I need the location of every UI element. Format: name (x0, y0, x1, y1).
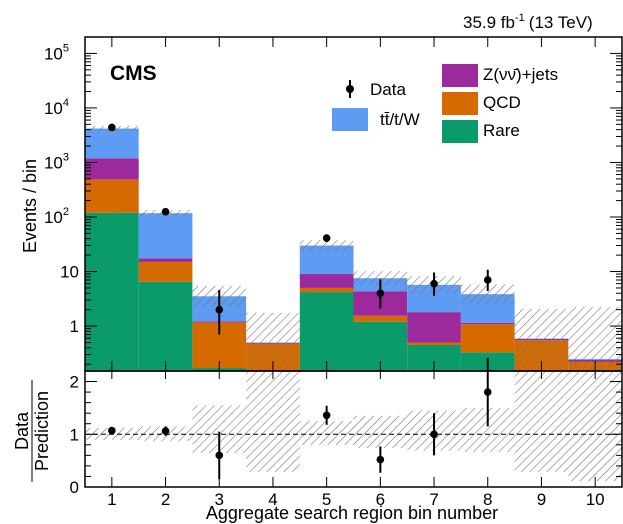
ratio-uncertainty-bin10 (568, 371, 622, 482)
ratio-point-bin6 (376, 455, 385, 464)
x-tick-label: 5 (322, 490, 331, 509)
legend-ttw: tt̄/t/W (332, 108, 420, 131)
ratio-point-bin7 (430, 430, 438, 439)
data-point-bin3 (215, 305, 224, 314)
uncertainty-band-bin8 (460, 284, 515, 304)
x-tick-label: 4 (268, 490, 277, 509)
legend-qcd: QCD (442, 92, 521, 115)
bar-zjets-bin1 (85, 158, 139, 180)
y-tick-label: 10 (60, 263, 79, 282)
x-tick-label: 1 (107, 490, 116, 509)
legend: Data tt̄/t/W Z(νν̄)+jets QCD Rare (332, 64, 558, 143)
y-tick-label: 105 (44, 42, 69, 63)
bar-qcd-bin1 (85, 179, 139, 213)
legend-rare: Rare (442, 120, 520, 143)
data-point-bin5 (322, 234, 331, 242)
ratio-point-bin8 (483, 388, 492, 396)
uncertainty-band-bin5 (299, 240, 354, 251)
ratio-point-bin5 (322, 411, 331, 420)
ratio-frame (84, 370, 623, 488)
legend-data: Data (346, 80, 406, 99)
bar-zjets-bin8 (460, 322, 515, 325)
y-tick-label: 102 (44, 206, 69, 227)
bar-rare-bin1 (85, 212, 139, 371)
bar-qcd-bin8 (460, 324, 515, 353)
bar-qcd-bin5 (299, 287, 354, 293)
ratio-point-bin1 (108, 426, 116, 435)
bar-rare-bin2 (138, 281, 193, 371)
y-axis-title: Events / bin (20, 159, 40, 253)
data-point-bin2 (161, 207, 170, 216)
legend-znunu: Z(νν̄)+jets (442, 64, 558, 87)
svg-text:Rare: Rare (483, 121, 520, 140)
ratio-point-bin2 (161, 427, 170, 435)
data-point-bin6 (376, 289, 385, 298)
ratio-point-bin3 (215, 451, 224, 460)
bar-rare-bin5 (299, 292, 354, 371)
bar-qcd-bin6 (353, 315, 408, 322)
ratio-y-tick-label: 0 (70, 478, 79, 497)
x-tick-label: 9 (537, 490, 546, 509)
bar-zjets-bin2 (138, 258, 193, 262)
svg-text:tt̄/t/W: tt̄/t/W (380, 110, 420, 129)
y-tick-label: 1 (70, 317, 79, 336)
ratio-uncertainty-bin4 (246, 371, 300, 472)
bar-qcd-bin7 (407, 342, 461, 345)
x-tick-label: 10 (586, 490, 605, 509)
x-tick-label: 3 (215, 490, 224, 509)
data-point-bin8 (483, 276, 492, 284)
y-tick-label: 104 (44, 97, 69, 118)
main-plot-panel: 1 10 102 103 104 105 (44, 36, 623, 372)
svg-text:QCD: QCD (483, 93, 521, 112)
ratio-title-bottom: Prediction (32, 391, 52, 471)
ratio-uncertainty-bin6 (353, 415, 408, 448)
ratio-y-tick-label: 1 (70, 425, 79, 444)
bar-zjets-bin7 (407, 312, 461, 343)
svg-text:Data: Data (370, 80, 406, 99)
x-axis-title: Aggregate search region bin number (206, 503, 498, 523)
data-point-bin7 (430, 279, 438, 288)
x-tick-label: 7 (429, 490, 438, 509)
lumi-label: 35.9 fb-1 (13 TeV) (463, 12, 593, 32)
x-tick-label: 6 (376, 490, 385, 509)
data-point-bin1 (108, 123, 116, 132)
bar-zjets-bin5 (299, 274, 354, 288)
ratio-y-tick-label: 2 (70, 373, 79, 392)
x-tick-label: 8 (483, 490, 492, 509)
ratio-title-top: Data (12, 411, 32, 450)
y-tick-label: 103 (44, 151, 69, 172)
ratio-uncertainty-bin9 (514, 371, 569, 472)
uncertainty-band-bin9 (514, 308, 569, 369)
bar-tttw-bin2 (138, 213, 193, 259)
ratio-plot-panel: 0 1 2 1 2 3 4 5 6 7 8 9 10 (70, 357, 623, 509)
uncertainty-band-bin10 (568, 306, 622, 371)
experiment-label: CMS (110, 62, 157, 85)
uncertainty-band-bin6 (353, 271, 408, 286)
x-tick-label: 2 (161, 490, 170, 509)
bar-qcd-bin2 (138, 261, 193, 282)
bar-tttw-bin1 (85, 128, 139, 159)
svg-text:Z(νν̄)+jets: Z(νν̄)+jets (483, 65, 558, 84)
ratio-uncertainty-bin5 (299, 421, 354, 445)
